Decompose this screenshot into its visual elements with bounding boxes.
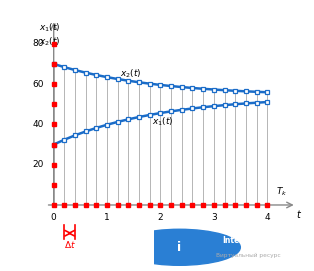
Text: 40: 40	[33, 120, 44, 129]
Text: 0: 0	[51, 213, 57, 222]
Text: $x_2(t)$: $x_2(t)$	[39, 36, 60, 48]
Text: 3: 3	[211, 213, 217, 222]
Text: Intellect.icu: Intellect.icu	[223, 236, 274, 245]
Text: $T_k$: $T_k$	[276, 185, 288, 198]
Text: $\Delta t$: $\Delta t$	[64, 239, 76, 250]
Text: 80: 80	[33, 39, 44, 48]
Text: $x_1(t)$: $x_1(t)$	[39, 22, 60, 34]
Text: $x_1(t)$: $x_1(t)$	[153, 116, 174, 128]
Text: $x_2(t)$: $x_2(t)$	[121, 67, 142, 79]
Text: 2: 2	[158, 213, 163, 222]
Text: $t$: $t$	[296, 208, 302, 220]
Text: 4: 4	[264, 213, 270, 222]
Text: Виртуальный ресурс: Виртуальный ресурс	[216, 253, 281, 258]
Text: i: i	[177, 241, 181, 254]
Text: 1: 1	[104, 213, 110, 222]
Text: 20: 20	[33, 160, 44, 169]
Text: 60: 60	[33, 80, 44, 89]
Circle shape	[119, 229, 240, 265]
